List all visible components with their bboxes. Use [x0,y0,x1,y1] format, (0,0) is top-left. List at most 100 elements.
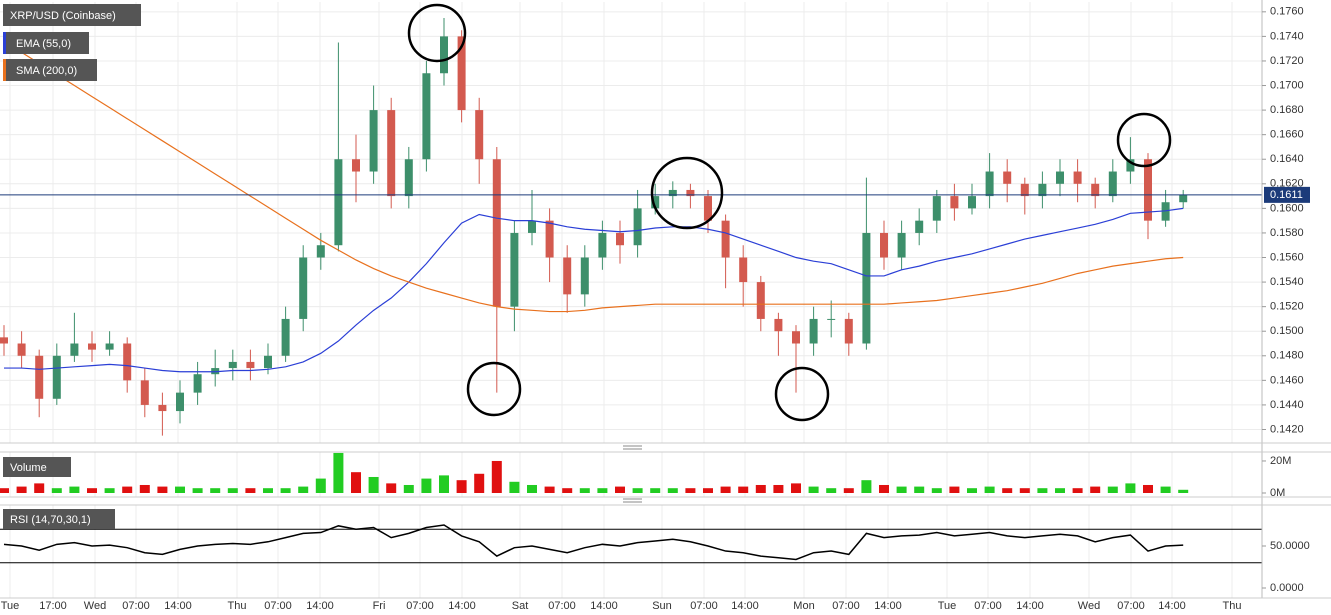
volume-bar [896,486,907,493]
resize-grip[interactable] [623,498,642,503]
volume-bar [474,473,485,493]
legend-box [3,32,89,54]
volume-bar [1090,486,1101,493]
volume-bar [34,483,45,493]
volume-bar [351,472,361,493]
volume-bar [1002,488,1013,493]
volume-bar [227,488,238,493]
candle-body [616,232,624,246]
candle-body [475,110,484,160]
candle-body [651,196,660,209]
candle-body [968,196,976,209]
volume-bar [509,481,520,493]
volume-bar [1160,486,1171,493]
candle-body [580,257,589,295]
candle-body [1020,183,1029,197]
candle-body [0,337,8,344]
candle-body [158,404,167,412]
candle-body [686,189,695,197]
candle-body [88,343,96,350]
candle-body [1038,183,1047,197]
y-tick-label: 0.1420 [1270,423,1304,435]
y-tick-label: 0.1500 [1270,325,1304,337]
legend-box [3,4,141,26]
volume-bar [667,488,678,493]
x-tick-label: 07:00 [1117,600,1145,612]
indicator-line [3,42,1184,313]
volume-bar [967,488,977,493]
volume-bar [826,488,837,493]
volume-bar [808,486,819,493]
x-tick-label: 14:00 [590,600,618,612]
candle-body [1144,159,1152,221]
candle-body [862,232,871,344]
volume-bar [1178,489,1189,493]
y-tick-label: 0.1460 [1270,374,1304,386]
candle-body [105,343,114,350]
volume-bar [210,488,221,493]
y-tick-label: 0.1440 [1270,399,1304,411]
volume-bar [315,478,326,493]
candle-body [1126,159,1135,172]
y-tick-label: 0.1760 [1270,6,1304,18]
candle-body [281,318,290,356]
panel-title: RSI (14,70,30,1) [10,514,91,526]
candle-body [387,110,396,197]
volume-bar [69,486,80,493]
candle-body [792,331,800,344]
volume-bar [104,488,115,493]
volume-bar [298,486,309,493]
candle-body [633,208,642,246]
volume-bar [685,488,696,493]
x-tick-label: 07:00 [690,600,718,612]
x-tick-label: 14:00 [1016,600,1044,612]
x-tick-label: 07:00 [548,600,576,612]
x-tick-label: Thu [1223,600,1242,612]
x-tick-label: 14:00 [448,600,476,612]
candle-body [598,232,607,258]
x-tick-label: 14:00 [306,600,334,612]
candle-body [545,220,554,258]
x-tick-label: Thu [228,600,247,612]
y-tick-label: 0.1640 [1270,153,1304,165]
resize-grip[interactable] [623,445,642,450]
candle-body [1073,171,1082,184]
volume-bar [87,488,97,493]
candle-body [440,36,448,74]
y-tick-label: 0.1700 [1270,79,1304,91]
volume-bar [456,480,467,493]
candle-body [897,232,906,258]
candle-body [35,355,44,399]
volume-bar [879,484,889,493]
y-tick-label: 0.1540 [1270,276,1304,288]
volume-bar [421,478,432,493]
y-tick-label: 0.1740 [1270,30,1304,42]
x-tick-label: Sat [512,600,529,612]
legend-box [3,59,97,81]
candle-body [774,318,783,332]
candle-body [176,392,184,412]
candle-body [264,355,272,369]
x-tick-label: 07:00 [122,600,150,612]
volume-bar [403,484,414,493]
volume-bar [1019,488,1030,493]
volume-bar [263,488,273,493]
volume-bar [843,488,854,493]
x-tick-label: Sun [652,600,672,612]
candle-body [668,189,677,197]
x-tick-label: 07:00 [832,600,860,612]
y-tick-label: 50.0000 [1270,540,1310,552]
candle-body [739,257,748,283]
candle-body [352,159,360,172]
volume-bar [720,486,731,493]
last-price-label: 0.1611 [1270,189,1303,201]
x-tick-label: Wed [84,600,106,612]
y-tick-label: 0.1480 [1270,350,1304,362]
x-tick-label: 07:00 [406,600,434,612]
legend-title: XRP/USD (Coinbase) [10,10,116,22]
candle-body [299,257,308,319]
annotation-circle [774,366,830,422]
candle-body [809,318,818,344]
